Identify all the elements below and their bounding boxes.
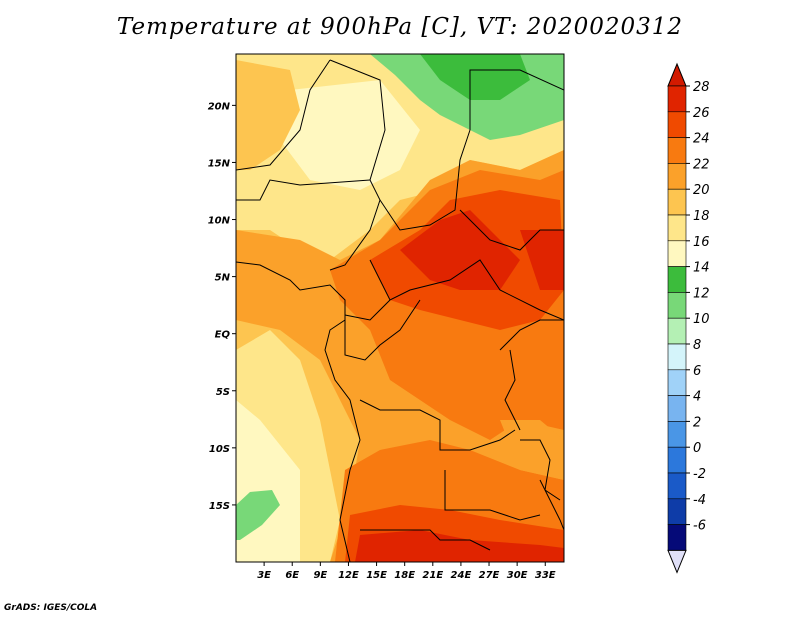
lat-label: 15S xyxy=(209,501,230,512)
lat-label: 5S xyxy=(216,387,230,398)
lon-label: 9E xyxy=(313,570,327,581)
lon-label: 6E xyxy=(285,570,299,581)
colorbar-swatch xyxy=(667,472,687,500)
colorbar-swatch xyxy=(667,369,687,396)
colorbar-label: 12 xyxy=(693,286,710,301)
colorbar-swatch xyxy=(667,446,687,474)
colorbar-swatch xyxy=(667,85,687,113)
lon-label: 24E xyxy=(451,570,472,581)
colorbar-label: 0 xyxy=(693,441,701,456)
colorbar-swatch xyxy=(667,343,687,371)
colorbar-label: 24 xyxy=(693,132,710,147)
lon-label: 3E xyxy=(257,570,271,581)
lat-label: EQ xyxy=(215,330,231,341)
colorbar-bottom-arrow xyxy=(667,549,687,574)
colorbar-label: 20 xyxy=(693,183,710,198)
field-east-warm xyxy=(500,420,564,480)
lat-label: 5N xyxy=(215,273,231,284)
colorbar-swatch xyxy=(667,266,687,293)
lon-label: 21E xyxy=(422,570,443,581)
colorbar-swatch xyxy=(667,214,687,242)
colorbar-label: 8 xyxy=(693,338,701,353)
footer-credit: GrADS: IGES/COLA xyxy=(4,603,98,613)
lon-label: 18E xyxy=(394,570,415,581)
colorbar-swatch xyxy=(667,317,687,345)
lon-label: 27E xyxy=(479,570,500,581)
lat-label: 10N xyxy=(208,216,231,227)
lon-label: 15E xyxy=(366,570,387,581)
colorbar-label: 16 xyxy=(693,235,710,250)
lat-label: 20N xyxy=(208,101,231,112)
colorbar-swatch xyxy=(667,292,687,319)
axis-ticks: 20N 15N 10N 5N EQ 5S 10S 15S 3E 6E 9E 12E 15E 18E 21E 2… xyxy=(208,101,556,581)
colorbar-label: 22 xyxy=(693,157,710,172)
colorbar-label: 18 xyxy=(693,209,710,224)
colorbar-swatch xyxy=(667,137,687,164)
colorbar-label: 2 xyxy=(693,415,701,430)
colorbar-swatch xyxy=(667,240,687,267)
colorbar-label: 14 xyxy=(693,261,710,276)
field-east-hottest xyxy=(520,230,564,290)
colorbar-swatch xyxy=(667,524,687,551)
lon-label: 12E xyxy=(338,570,359,581)
lat-label: 15N xyxy=(208,158,231,169)
colorbar-label: 10 xyxy=(693,312,710,327)
colorbar-swatch xyxy=(667,421,687,448)
lat-label: 10S xyxy=(209,444,230,455)
colorbar-label: 4 xyxy=(693,390,701,405)
field-north-west-warm xyxy=(236,60,300,170)
field-south-hottest xyxy=(355,530,564,562)
colorbar-label: 26 xyxy=(693,106,710,121)
plot-frame xyxy=(235,53,565,563)
colorbar-top-arrow xyxy=(667,62,687,87)
field-sw-green xyxy=(236,490,280,540)
lon-label: 33E xyxy=(535,570,556,581)
temperature-field xyxy=(236,54,564,562)
colorbar-swatch xyxy=(667,395,687,422)
field-north-light xyxy=(280,80,420,190)
colorbar-label: -4 xyxy=(693,493,706,508)
colorbar-label: 28 xyxy=(693,80,710,95)
colorbar-swatch xyxy=(667,498,687,525)
colorbar-swatch xyxy=(667,163,687,190)
country-borders xyxy=(236,59,564,562)
colorbar-swatch xyxy=(667,188,687,216)
colorbar-swatch xyxy=(667,111,687,138)
colorbar-label: 6 xyxy=(693,364,701,379)
lon-label: 30E xyxy=(507,570,528,581)
colorbar-label: -2 xyxy=(693,467,706,482)
field-central-hottest xyxy=(400,210,520,290)
map-title: Temperature at 900hPa [C], VT: 202002031… xyxy=(116,14,684,40)
colorbar-label: -6 xyxy=(693,519,706,534)
field-north-green-dark xyxy=(420,54,530,100)
